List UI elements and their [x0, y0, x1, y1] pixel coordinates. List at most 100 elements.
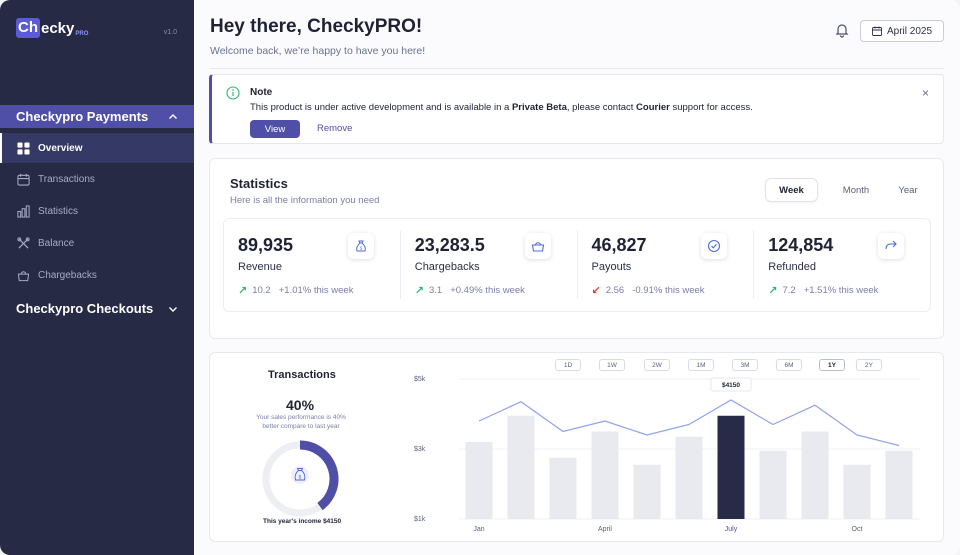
section-payments-label: Checkypro Payments	[16, 109, 149, 124]
basket-icon	[17, 270, 30, 281]
calendar-icon	[872, 26, 882, 36]
stat-value: 89,935	[238, 235, 294, 255]
note-title: Note	[250, 87, 273, 98]
note-banner: Note This product is under active develo…	[209, 74, 944, 144]
section-checkypro-checkouts[interactable]: Checkypro Checkouts	[0, 297, 194, 320]
trend-up-icon: ↗	[238, 285, 248, 297]
range-2y[interactable]: 2Y	[856, 359, 882, 371]
remove-button[interactable]: Remove	[317, 123, 353, 134]
section-checkypro-payments[interactable]: Checkypro Payments	[0, 105, 194, 128]
tab-year[interactable]: Year	[898, 184, 918, 196]
x-tick-label: Jan	[473, 526, 484, 533]
section-checkouts-label: Checkypro Checkouts	[16, 301, 154, 316]
page-title: Hey there, CheckyPRO!	[210, 16, 423, 37]
bar	[465, 442, 493, 519]
transactions-percent: 40%	[286, 397, 315, 413]
sidebar-item-label: Balance	[38, 237, 75, 249]
grid-icon	[17, 141, 30, 155]
logo[interactable]: Ch ecky PRO	[16, 18, 88, 38]
page-subtitle: Welcome back, we’re happy to have you he…	[210, 45, 426, 57]
forward-arrow-icon	[878, 233, 904, 259]
logo-mark: Ch	[16, 18, 40, 38]
bar-chart-icon	[17, 204, 30, 218]
check-circle-icon	[701, 233, 728, 259]
range-3m[interactable]: 3M	[732, 359, 758, 371]
sidebar: Ch ecky PRO v1.0 Checkypro Payments Over…	[0, 0, 194, 555]
range-6m[interactable]: 6M	[776, 359, 802, 371]
bar	[633, 464, 661, 519]
y-tick-label: $5k	[414, 376, 426, 383]
trend-up-icon: ↗	[768, 285, 778, 297]
tools-icon	[17, 236, 30, 249]
stat-label: Chargebacks	[414, 261, 480, 273]
y-tick-label: $1k	[414, 516, 426, 523]
close-icon[interactable]: ×	[921, 86, 929, 100]
range-1w[interactable]: 1W	[599, 359, 625, 371]
bar	[885, 450, 913, 519]
sidebar-item-label: Overview	[38, 142, 83, 154]
highlight-tooltip	[710, 377, 752, 392]
stat-refunded: 124,854 Refunded ↗ 7.2 +1.51% this week	[754, 231, 930, 299]
stat-label: Refunded	[768, 261, 816, 273]
x-tick-label: Oct	[852, 526, 863, 533]
stat-trend: ↗ 3.1 +0.49% this week	[414, 285, 525, 297]
stat-value: 23,283.5	[414, 235, 485, 255]
bar	[759, 450, 787, 519]
statistics-card: Statistics Here is all the information y…	[209, 158, 944, 339]
stat-revenue: 89,935 Revenue $ ↗ 10.2 +1.01% this week	[224, 231, 401, 299]
transactions-chart: $5k $3k $1k $4150 Jan April July Oct	[414, 376, 920, 533]
bar	[675, 436, 703, 519]
transactions-description: Your sales performance is 40% better com…	[256, 414, 346, 430]
range-1m[interactable]: 1M	[688, 359, 714, 371]
calendar-icon	[17, 173, 30, 186]
x-tick-label: July	[725, 526, 738, 533]
version-label: v1.0	[163, 29, 177, 36]
bell-icon[interactable]	[834, 22, 850, 38]
tab-month[interactable]: Month	[842, 184, 870, 196]
stat-label: Payouts	[591, 261, 632, 273]
sidebar-item-label: Transactions	[38, 173, 95, 185]
statistics-subtitle: Here is all the information you need	[230, 195, 380, 206]
sidebar-item-balance[interactable]: Balance	[0, 228, 194, 258]
stat-trend: ↗ 7.2 +1.51% this week	[768, 285, 879, 297]
trend-down-icon: ↙	[591, 285, 601, 297]
highlight-label: $4150	[722, 382, 740, 389]
date-picker-button[interactable]: April 2025	[860, 20, 944, 42]
stat-trend: ↗ 10.2 +1.01% this week	[238, 285, 354, 297]
stat-value: 124,854	[768, 235, 834, 255]
income-donut: $	[262, 440, 339, 517]
sidebar-item-label: Statistics	[38, 205, 79, 217]
trend-up-icon: ↗	[414, 285, 424, 297]
range-2w[interactable]: 2W	[644, 359, 670, 371]
statistics-title: Statistics	[230, 176, 288, 191]
sidebar-item-overview[interactable]: Overview	[0, 133, 194, 163]
sidebar-item-chargebacks[interactable]: Chargebacks	[0, 260, 194, 290]
main-content: Hey there, CheckyPRO! Welcome back, we’r…	[194, 0, 960, 555]
stat-value: 46,827	[591, 235, 647, 255]
bar	[843, 464, 871, 519]
bar	[801, 431, 829, 519]
chevron-up-icon	[169, 113, 177, 119]
bar	[591, 431, 619, 519]
tab-week[interactable]: Week	[765, 178, 818, 202]
chevron-down-icon	[169, 306, 177, 312]
trend-line	[478, 399, 900, 447]
income-label: This year's income $4150	[263, 518, 342, 525]
sidebar-item-transactions[interactable]: Transactions	[0, 164, 194, 194]
range-1y[interactable]: 1Y	[819, 359, 845, 371]
x-tick-label: April	[598, 526, 612, 533]
transactions-title: Transactions	[268, 369, 336, 381]
header-divider	[210, 68, 944, 69]
stat-chargebacks: 23,283.5 Chargebacks ↗ 3.1 +0.49% this w…	[401, 231, 578, 299]
sidebar-item-statistics[interactable]: Statistics	[0, 196, 194, 226]
logo-text: ecky	[41, 20, 75, 37]
stat-row: 89,935 Revenue $ ↗ 10.2 +1.01% this week…	[223, 218, 931, 312]
range-1d[interactable]: 1D	[555, 359, 581, 371]
bar	[717, 415, 745, 519]
note-message: This product is under active development…	[250, 102, 753, 113]
stat-label: Revenue	[238, 261, 283, 273]
view-button[interactable]: View	[250, 120, 300, 138]
bar	[549, 457, 577, 519]
bar	[507, 415, 535, 519]
